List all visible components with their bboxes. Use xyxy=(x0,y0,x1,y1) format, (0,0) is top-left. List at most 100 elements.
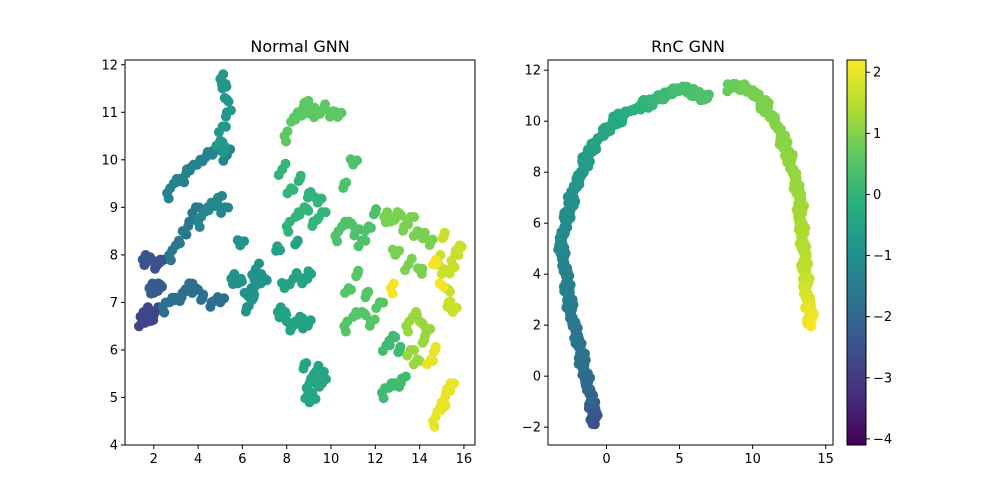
scatter-point xyxy=(378,393,389,404)
scatter-point xyxy=(320,207,331,218)
scatter-point xyxy=(351,271,362,282)
scatter-point xyxy=(134,321,144,332)
scatter-point xyxy=(196,295,207,305)
scatter-point xyxy=(349,230,360,241)
scatter-point xyxy=(428,347,439,358)
scatter-point xyxy=(291,316,302,327)
x-tick-label: 0 xyxy=(602,452,610,467)
right-plot-frame xyxy=(547,59,834,446)
scatter-point xyxy=(406,253,417,264)
y-tick-label: 2 xyxy=(533,319,541,334)
scatter-point xyxy=(340,326,351,337)
colorbar-tick-label: 0 xyxy=(873,188,881,203)
scatter-point xyxy=(395,377,406,388)
scatter-point xyxy=(243,301,254,311)
y-tick-label: 8 xyxy=(533,166,541,181)
y-tick-label: 0 xyxy=(533,370,541,385)
scatter-point xyxy=(301,358,312,369)
scatter-point xyxy=(336,107,347,118)
y-tick-label: 11 xyxy=(101,106,118,121)
scatter-point xyxy=(360,226,370,237)
scatter-point xyxy=(273,170,284,180)
scatter-point xyxy=(176,292,187,303)
colorbar-tick-label: 2 xyxy=(873,66,881,81)
right-scatter-plot: 0 5 10 15 −2 0 2 4 6 8 10 12 xyxy=(522,64,834,467)
colorbar-tick-label: −4 xyxy=(873,432,892,447)
x-tick-label: 4 xyxy=(194,452,202,467)
scatter-point xyxy=(394,245,405,256)
scatter-point xyxy=(444,268,455,279)
scatter-point xyxy=(271,245,282,256)
left-scatter-plot: 2 4 6 8 10 12 14 16 4 5 6 7 8 9 10 11 12 xyxy=(101,58,472,467)
x-tick-label: 8 xyxy=(283,452,291,467)
scatter-point xyxy=(427,234,438,245)
scatter-point xyxy=(321,374,331,385)
scatter-point xyxy=(282,126,293,137)
scatter-point xyxy=(309,112,319,123)
scatter-point xyxy=(220,111,231,122)
scatter-point xyxy=(187,208,198,218)
y-tick-label: 10 xyxy=(524,115,541,130)
scatter-point xyxy=(398,225,409,236)
left-plot-frame xyxy=(124,59,476,446)
x-tick-label: 5 xyxy=(675,452,683,467)
scatter-point xyxy=(290,239,301,250)
scatter-point xyxy=(247,269,258,280)
scatter-point xyxy=(281,136,292,147)
scatter-point xyxy=(363,286,374,297)
scatter-point xyxy=(218,155,229,166)
scatter-point xyxy=(429,421,440,432)
x-tick-label: 16 xyxy=(456,452,473,467)
scatter-point xyxy=(352,155,362,166)
scatter-point xyxy=(151,260,162,271)
scatter-point xyxy=(340,288,350,298)
y-tick-label: 4 xyxy=(533,268,541,283)
scatter-point xyxy=(408,359,419,370)
scatter-point xyxy=(437,233,448,244)
scatter-point xyxy=(236,276,247,287)
scatter-point xyxy=(384,335,395,346)
scatter-point xyxy=(255,278,266,289)
scatter-point xyxy=(194,222,205,232)
scatter-point xyxy=(284,279,295,290)
scatter-point xyxy=(403,326,413,337)
scatter-point xyxy=(185,165,196,176)
scatter-point xyxy=(346,218,356,229)
scatter-point xyxy=(417,233,428,244)
scatter-point xyxy=(360,235,371,246)
scatter-point xyxy=(191,159,202,170)
scatter-point xyxy=(387,288,398,299)
scatter-point xyxy=(303,266,314,277)
scatter-point xyxy=(431,257,442,268)
scatter-point xyxy=(218,69,229,80)
scatter-point xyxy=(364,320,375,331)
scatter-point xyxy=(301,203,312,214)
colorbar-ticks: 2 1 0 −1 −2 −3 −4 xyxy=(866,66,892,447)
scatter-point xyxy=(304,397,315,408)
scatter-point xyxy=(416,317,427,328)
scatter-point xyxy=(294,209,305,220)
scatter-point xyxy=(313,212,324,223)
scatter-point xyxy=(223,202,234,213)
x-tick-label: 12 xyxy=(367,452,384,467)
scatter-point xyxy=(155,279,166,290)
y-tick-label: 9 xyxy=(110,201,118,216)
scatter-point xyxy=(316,193,327,204)
scatter-point xyxy=(183,221,194,231)
y-tick-label: 4 xyxy=(110,439,118,454)
scatter-point xyxy=(446,255,457,266)
scatter-point xyxy=(148,310,159,321)
scatter-point xyxy=(302,273,313,284)
scatter-point xyxy=(371,303,382,314)
colorbar-tick-label: −2 xyxy=(873,310,892,325)
scatter-point xyxy=(221,94,232,105)
scatter-point xyxy=(163,193,174,204)
scatter-point xyxy=(422,359,432,370)
y-tick-label: 5 xyxy=(110,391,118,406)
y-tick-label: −2 xyxy=(522,421,541,436)
colorbar-tick-label: −1 xyxy=(873,249,892,264)
scatter-point xyxy=(220,121,231,132)
scatter-point xyxy=(400,265,410,276)
scatter-point xyxy=(451,302,462,313)
